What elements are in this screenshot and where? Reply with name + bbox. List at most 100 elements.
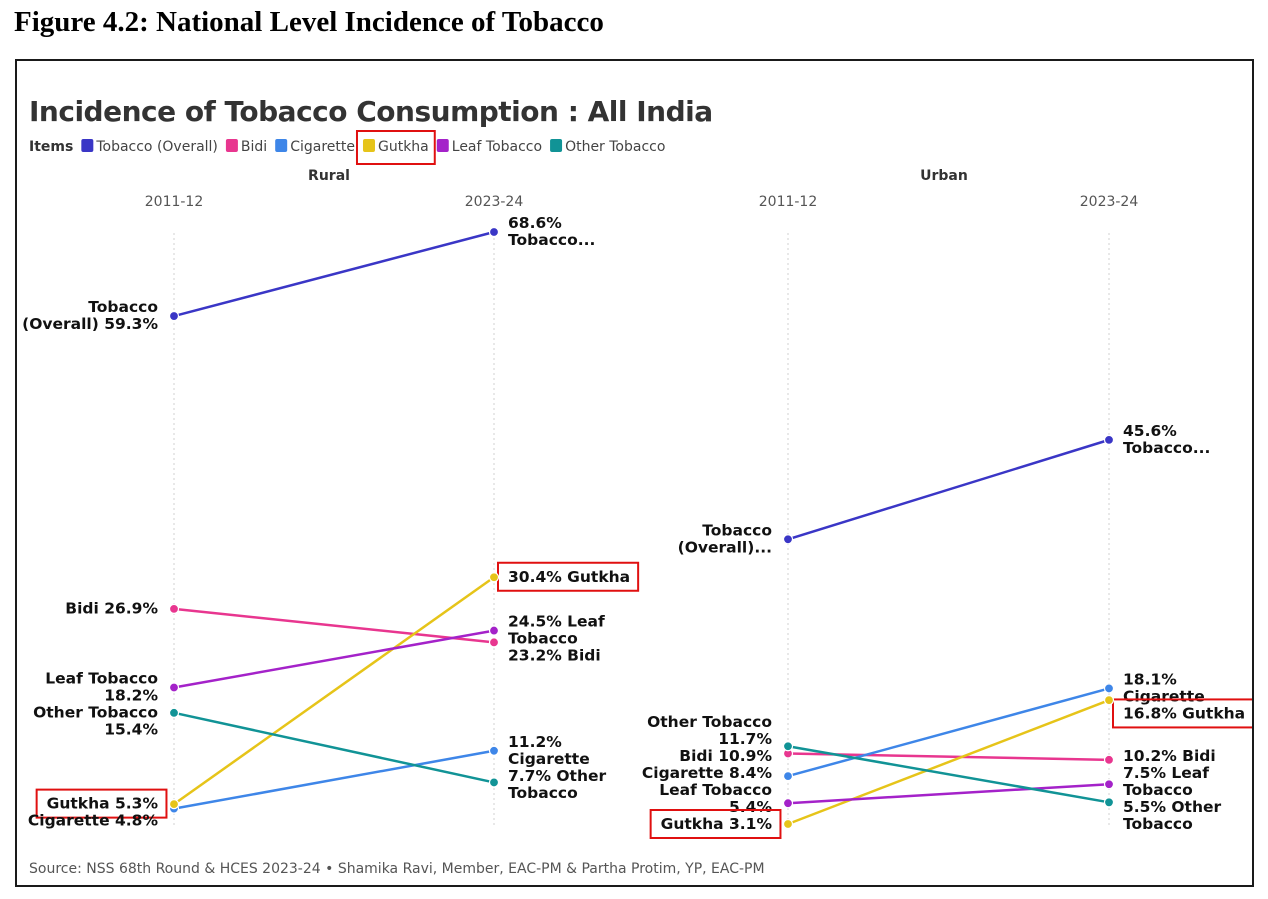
end-label-other-tobacco: 5.5% Other Tobacco (1123, 798, 1222, 833)
start-label-tobacco-overall: Tobacco (Overall)... (678, 521, 772, 556)
label-line: 7.5% Leaf (1123, 764, 1209, 782)
highlight-box-gutkha (1112, 698, 1252, 729)
end-label-leaf-tobacco: 7.5% Leaf Tobacco (1123, 764, 1209, 799)
label-line: 5.5% Other (1123, 798, 1222, 816)
data-point-bidi (1103, 754, 1115, 765)
label-line: Tobacco (1123, 781, 1193, 799)
label-line: 23.2% Bidi (508, 647, 601, 665)
data-point-other-tobacco (488, 777, 500, 788)
label-line: 18.1% (1123, 670, 1177, 688)
data-point-cigarette (488, 745, 500, 756)
legend-title: Items (29, 139, 73, 155)
label-line: 16.8% Gutkha (1123, 704, 1245, 722)
end-label-cigarette: 11.2% Cigarette (508, 733, 590, 768)
end-label-bidi: 10.2% Bidi (1123, 747, 1216, 765)
start-label-tobacco-overall: Tobacco (Overall) 59.3% (22, 298, 158, 333)
source-note: Source: NSS 68th Round & HCES 2023-24 • … (29, 861, 765, 877)
label-line: 11.2% (508, 733, 562, 751)
period-label: 2023-24 (1080, 194, 1139, 210)
label-line: Cigarette 4.8% (28, 812, 159, 830)
label-line: Tobacco (1123, 815, 1193, 833)
start-label-cigarette: Cigarette 4.8% (28, 812, 159, 830)
data-point-tobacco-overall (488, 226, 500, 238)
label-line: (Overall)... (678, 538, 772, 556)
chart-title: Incidence of Tobacco Consumption : All I… (29, 95, 713, 128)
data-point-leaf-tobacco (168, 682, 180, 693)
label-line: 18.2% (104, 687, 158, 705)
label-line: Tobacco (508, 630, 578, 648)
data-point-gutkha (1103, 695, 1115, 706)
label-line: Leaf Tobacco (659, 781, 772, 799)
legend-label-leaf-tobacco: Leaf Tobacco (452, 139, 542, 155)
series-line-leaf-tobacco (787, 782, 1110, 805)
data-point-other-tobacco (782, 741, 794, 752)
label-line: 10.2% Bidi (1123, 747, 1216, 765)
data-point-other-tobacco (168, 707, 180, 718)
data-point-cigarette (782, 770, 794, 782)
legend-swatch-leaf-tobacco (436, 139, 449, 152)
legend-highlight-box (355, 130, 436, 165)
series-line-cigarette (173, 749, 495, 810)
label-line: Tobacco (88, 298, 158, 316)
series-line-tobacco-overall (173, 230, 495, 318)
legend-swatch-bidi (225, 139, 238, 152)
start-label-other-tobacco: Other Tobacco 15.4% (33, 704, 158, 739)
legend-label-cigarette: Cigarette (290, 139, 355, 155)
period-label: 2023-24 (465, 194, 524, 210)
start-label-cigarette: Cigarette 8.4% (642, 764, 773, 782)
legend-label-other-tobacco: Other Tobacco (565, 139, 665, 155)
end-label-gutkha: 30.4% Gutkha (508, 568, 630, 586)
label-line: Gutkha 5.3% (47, 795, 159, 813)
legend-swatch-other-tobacco (550, 139, 563, 152)
data-point-leaf-tobacco (488, 625, 500, 636)
end-label-leaf-tobacco: 24.5% Leaf Tobacco (508, 613, 605, 648)
legend-swatch-tobacco-overall (81, 139, 94, 152)
data-point-tobacco-overall (168, 310, 180, 322)
end-label-tobacco-overall: 68.6% Tobacco... (508, 214, 595, 249)
data-point-gutkha (488, 572, 500, 583)
highlight-box-gutkha (35, 788, 168, 819)
label-line: 11.7% (718, 730, 772, 748)
legend-swatch-gutkha (362, 139, 375, 152)
label-line: 15.4% (104, 721, 158, 739)
data-point-tobacco-overall (782, 534, 794, 545)
label-line: (Overall) 59.3% (22, 315, 158, 333)
start-label-other-tobacco: Other Tobacco 11.7% (647, 713, 772, 748)
start-label-bidi: Bidi 10.9% (679, 747, 772, 765)
data-point-other-tobacco (1103, 797, 1115, 808)
label-line: Tobacco (508, 784, 578, 802)
series-line-tobacco-overall (787, 438, 1110, 541)
label-line: Other Tobacco (647, 713, 772, 731)
period-label: 2011-12 (145, 194, 204, 210)
data-point-gutkha (168, 799, 180, 810)
period-label: 2011-12 (759, 194, 818, 210)
label-line: 5.4% (729, 798, 772, 816)
panel-title: Rural (308, 168, 350, 184)
series-line-bidi (173, 607, 495, 644)
series-line-other-tobacco (787, 745, 1110, 804)
label-line: Leaf Tobacco (45, 670, 158, 688)
data-point-bidi (168, 603, 180, 614)
legend-label-tobacco-overall: Tobacco (Overall) (95, 139, 218, 155)
label-line: Bidi 10.9% (679, 747, 772, 765)
end-label-tobacco-overall: 45.6% Tobacco... (1123, 422, 1210, 457)
label-line: 24.5% Leaf (508, 613, 605, 631)
data-point-cigarette (1103, 683, 1115, 694)
data-point-leaf-tobacco (1103, 779, 1115, 790)
data-point-tobacco-overall (1103, 434, 1115, 445)
slope-chart: Incidence of Tobacco Consumption : All I… (22, 95, 1252, 877)
series-line-gutkha (173, 576, 495, 806)
series-line-other-tobacco (173, 711, 495, 784)
label-line: Other Tobacco (33, 704, 158, 722)
chart-frame: Incidence of Tobacco Consumption : All I… (15, 59, 1254, 887)
label-line: Bidi 26.9% (65, 599, 158, 617)
start-label-leaf-tobacco: Leaf Tobacco 18.2% (45, 670, 158, 705)
end-label-other-tobacco: 7.7% Other Tobacco (508, 767, 607, 802)
label-line: Cigarette (1123, 687, 1205, 705)
legend-label-gutkha: Gutkha (378, 139, 429, 155)
legend: Items Tobacco (Overall) Bidi Cigarette Gutkh… (29, 130, 665, 165)
end-label-bidi: 23.2% Bidi (508, 647, 601, 665)
label-line: Tobacco... (508, 231, 595, 249)
